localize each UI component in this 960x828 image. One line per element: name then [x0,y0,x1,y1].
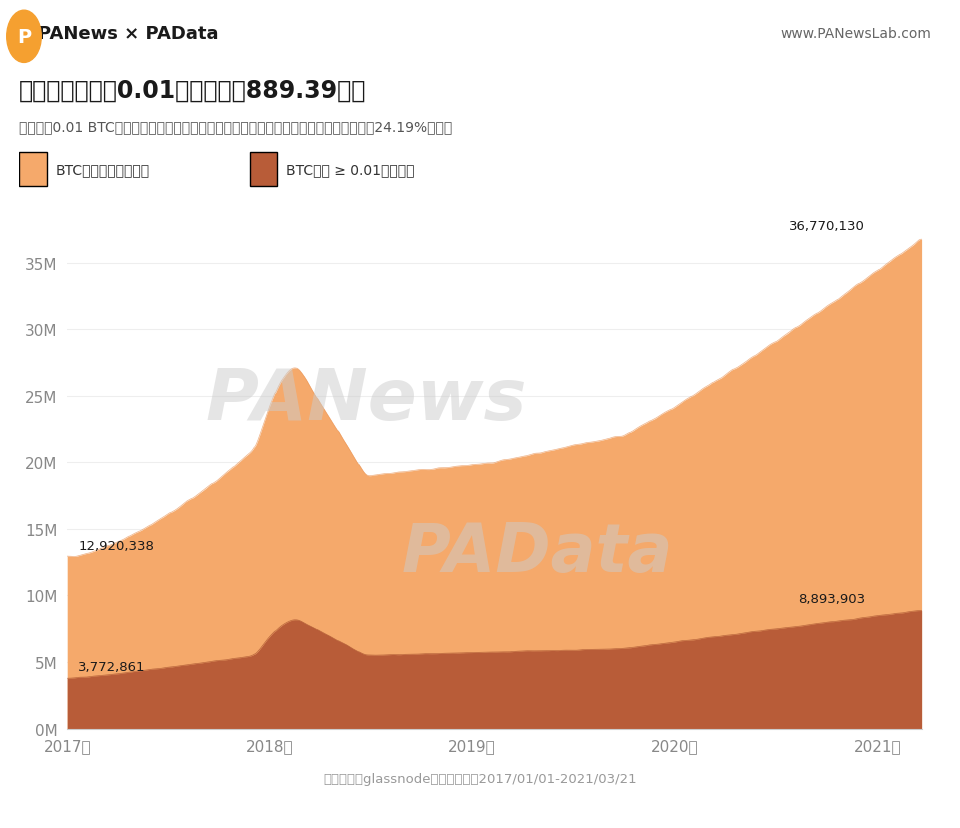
Text: 36,770,130: 36,770,130 [789,220,865,233]
Text: BTC余额非零的地址数: BTC余额非零的地址数 [56,163,150,176]
Text: 数据来源：glassnode；统计口径：2017/01/01-2021/03/21: 数据来源：glassnode；统计口径：2017/01/01-2021/03/2… [324,772,636,785]
Text: P: P [17,28,31,46]
Text: PANews: PANews [205,366,527,435]
Circle shape [7,12,41,63]
Text: 3,772,861: 3,772,861 [79,660,146,673]
Text: 8,893,903: 8,893,903 [798,592,865,605]
Text: www.PANewsLab.com: www.PANewsLab.com [780,26,931,41]
FancyBboxPatch shape [19,152,47,187]
Text: 余额大于0.01 BTC的地址不是找零地址的可能性较高，目前这类地址约占非零地址总数的24.19%左右。: 余额大于0.01 BTC的地址不是找零地址的可能性较高，目前这类地址约占非零地址… [19,120,452,134]
Text: 12,920,338: 12,920,338 [79,539,155,552]
Text: PAData: PAData [401,519,673,585]
Text: 比特币余额大于0.01的地址约为889.39万个: 比特币余额大于0.01的地址约为889.39万个 [19,79,367,103]
FancyBboxPatch shape [250,152,277,187]
Text: BTC余额 ≥ 0.01的地址数: BTC余额 ≥ 0.01的地址数 [286,163,415,176]
Text: PANews × PAData: PANews × PAData [38,25,219,42]
